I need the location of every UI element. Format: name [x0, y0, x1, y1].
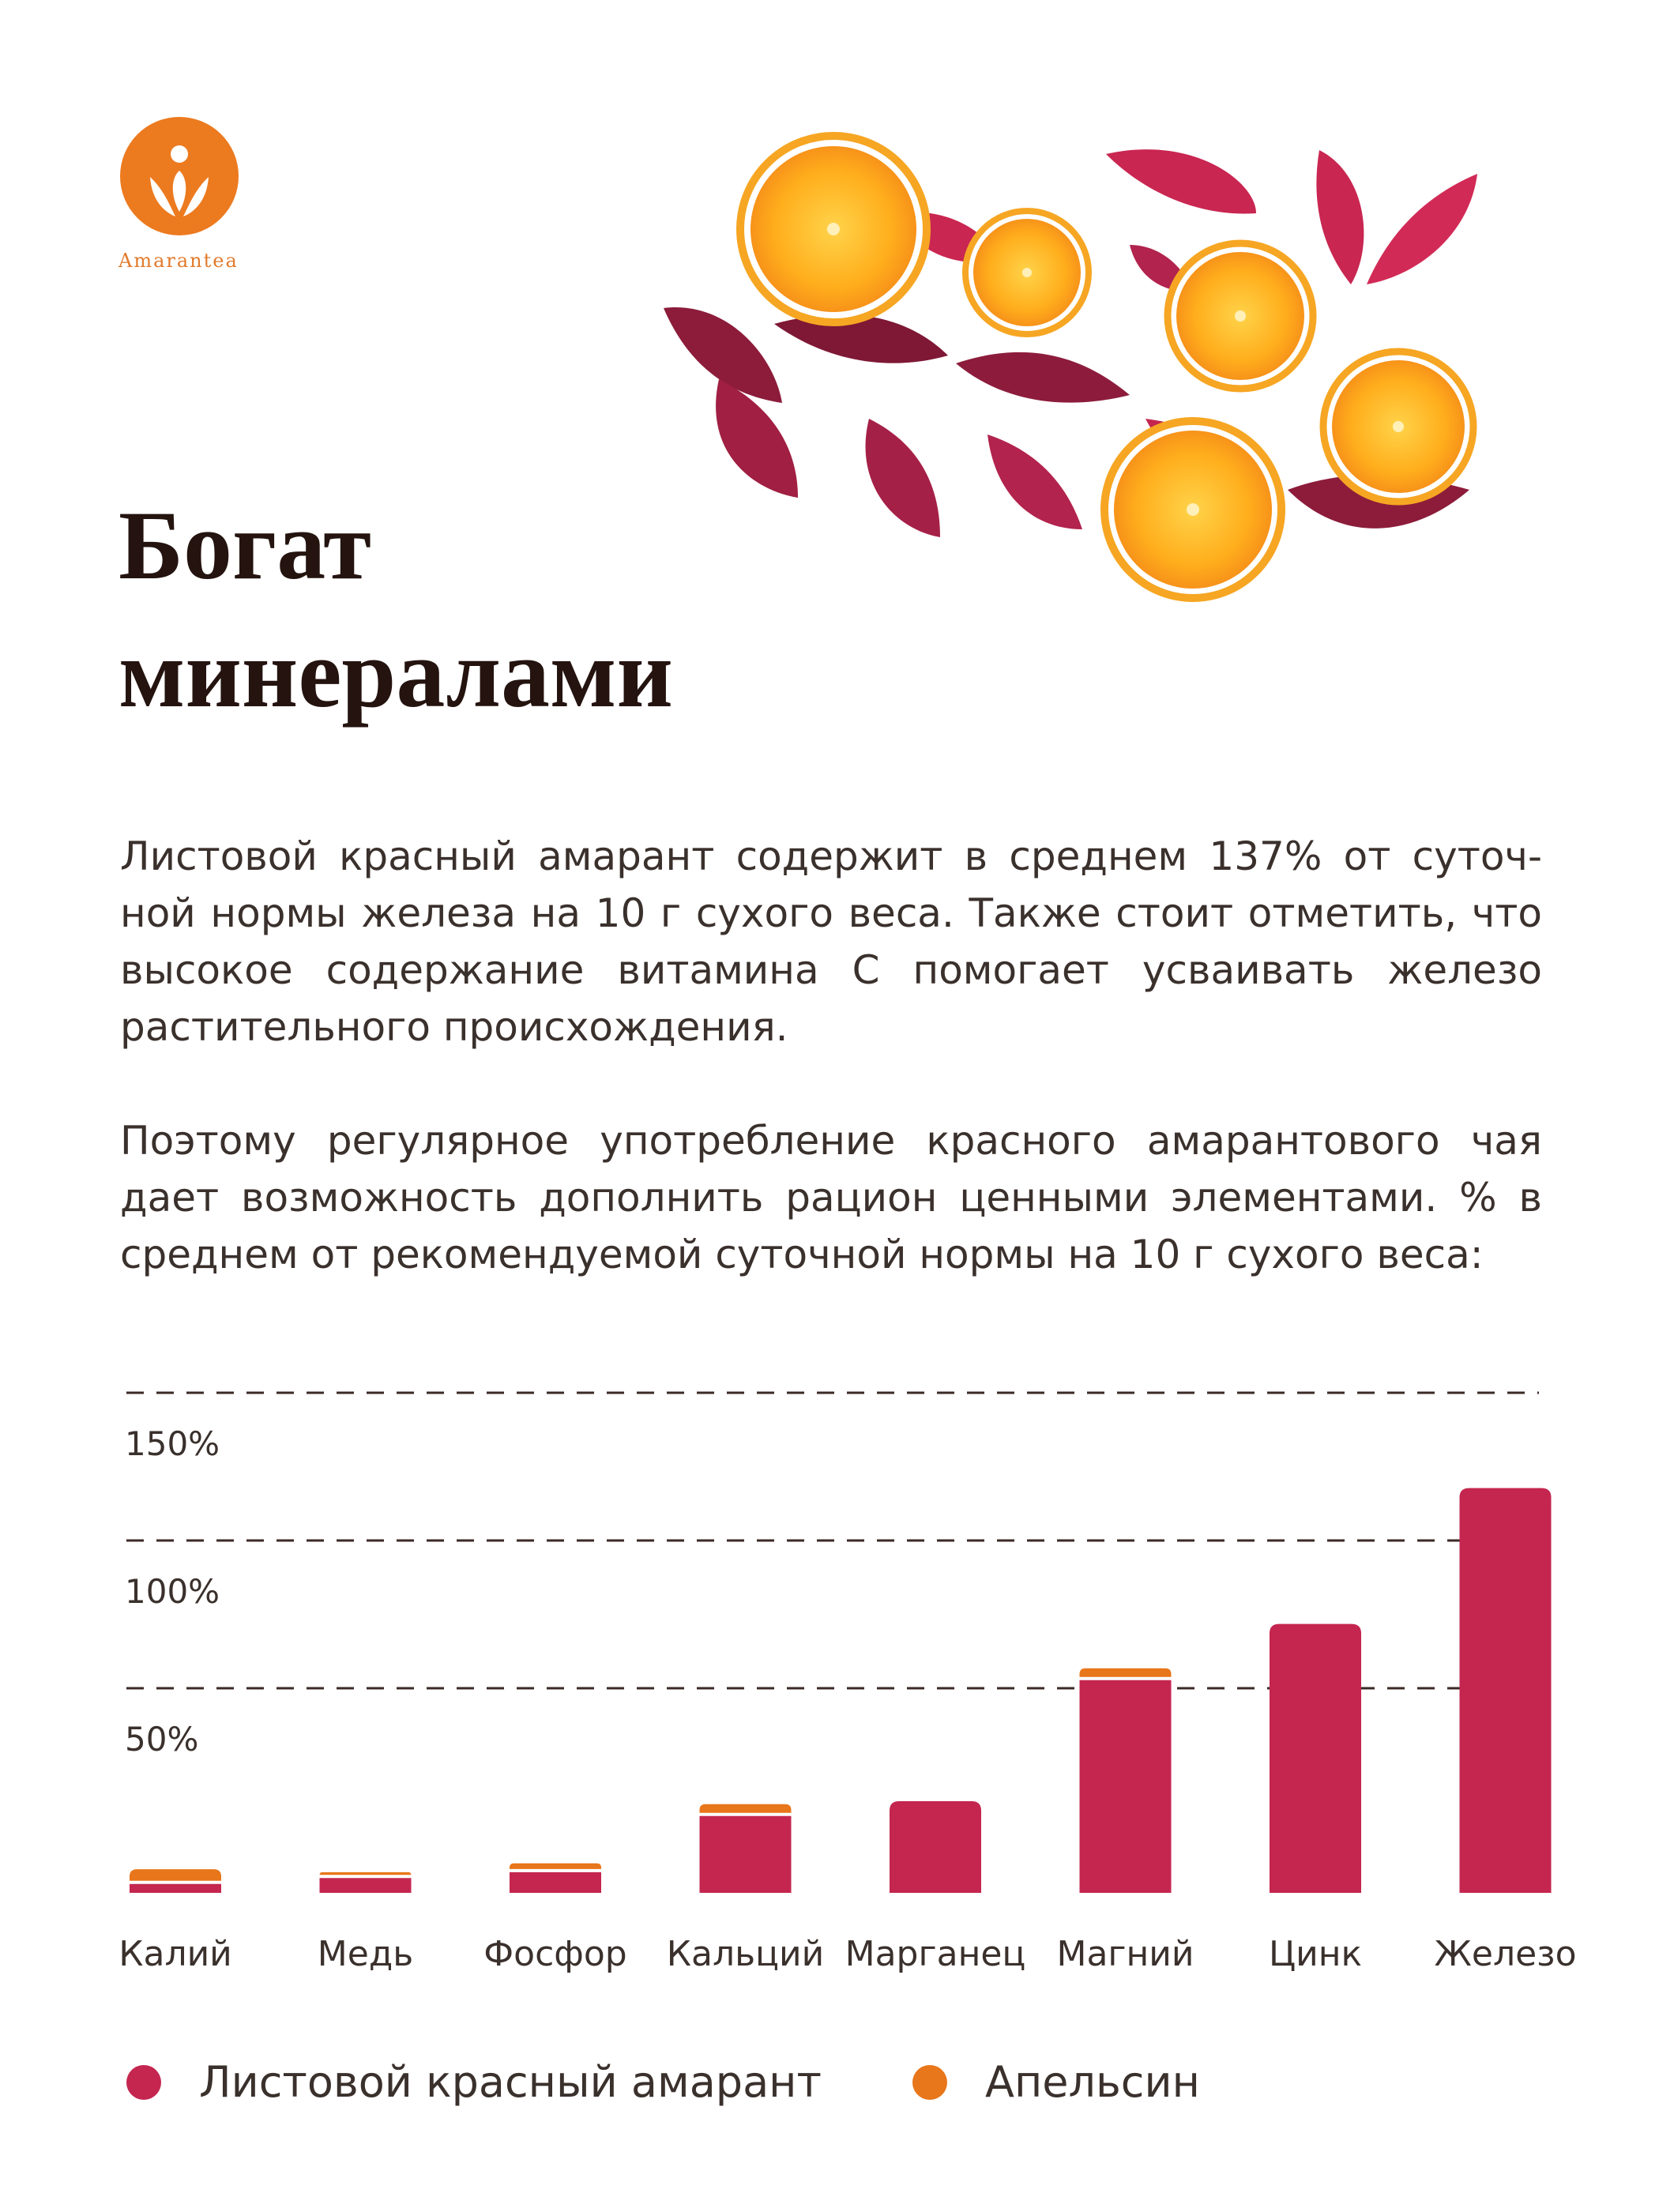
chart-canvas: [126, 1391, 1552, 1893]
legend-label-amaranth: Листовой красный амарант: [199, 2057, 822, 2107]
category-label: Цинк: [1268, 1934, 1363, 1974]
category-label: Фосфор: [483, 1934, 627, 1974]
bar-orange: [510, 1863, 601, 1869]
bar-amaranth: [510, 1872, 601, 1893]
orange-slices: [736, 132, 1477, 602]
bar-amaranth: [890, 1801, 981, 1893]
bar-group: [699, 1804, 792, 1893]
y-tick-label: 50%: [125, 1720, 199, 1759]
bar-group: [1459, 1488, 1552, 1893]
orange-and-leaves-illustration: [664, 132, 1477, 602]
detail-paragraph: Поэтому регулярное употребление красного…: [120, 1118, 1542, 1277]
brand-name: Amarantea: [118, 250, 239, 272]
bar-group: [319, 1872, 412, 1893]
legend-swatch-orange: [912, 2065, 947, 2100]
title-line-1: Богат: [118, 491, 371, 600]
category-label: Кальций: [666, 1934, 825, 1974]
bar-group: [130, 1869, 221, 1893]
bar-orange: [1079, 1668, 1172, 1677]
category-label: Железо: [1434, 1934, 1577, 1974]
legend-swatch-amaranth: [126, 2065, 161, 2100]
logo-icon: [120, 117, 239, 235]
category-label: Марганец: [845, 1934, 1026, 1974]
bar-amaranth: [1079, 1680, 1172, 1893]
category-label: Медь: [317, 1934, 414, 1974]
bar-amaranth: [319, 1878, 412, 1893]
bar-group: [510, 1863, 601, 1893]
bar-amaranth: [1270, 1623, 1361, 1893]
bar-orange: [130, 1869, 221, 1881]
bar-amaranth: [130, 1883, 221, 1893]
y-tick-label: 150%: [125, 1424, 220, 1463]
bar-orange: [699, 1804, 792, 1813]
title-line-2: минералами: [118, 619, 673, 728]
bar-group: [1270, 1623, 1361, 1893]
minerals-bar-chart: 50% 100% 150% Калий Медь Фосфор Кальций Марган…: [0, 1375, 1659, 1991]
bar-amaranth: [1459, 1488, 1552, 1893]
intro-paragraph: Листовой красный амарант содержит в сред…: [120, 833, 1542, 1050]
category-label: Калий: [118, 1934, 232, 1974]
bar-orange: [319, 1872, 412, 1875]
bar-group: [1079, 1668, 1172, 1893]
category-label: Магний: [1056, 1934, 1194, 1974]
legend-label-orange: Апельсин: [985, 2057, 1200, 2107]
bar-group: [890, 1801, 981, 1893]
bar-amaranth: [699, 1815, 792, 1893]
y-tick-label: 100%: [125, 1572, 220, 1611]
brand-logo: Amarantea: [118, 117, 245, 272]
page-title: Богат минералами: [118, 482, 673, 738]
